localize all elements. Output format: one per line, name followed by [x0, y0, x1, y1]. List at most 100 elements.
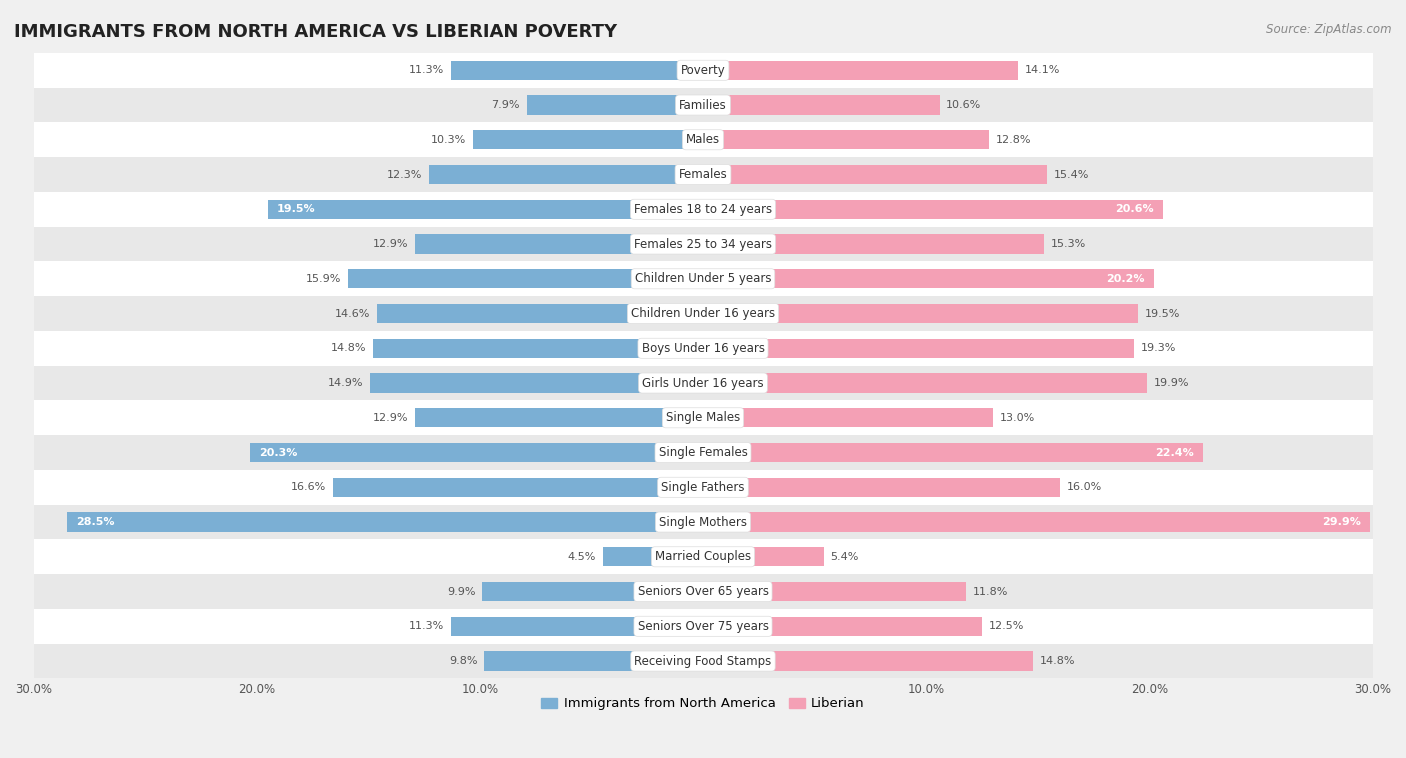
Text: 20.2%: 20.2%	[1107, 274, 1144, 283]
Bar	[34, 505, 1372, 540]
Bar	[34, 157, 1372, 192]
Text: 16.0%: 16.0%	[1067, 482, 1102, 492]
Bar	[34, 644, 1372, 678]
Text: 20.6%: 20.6%	[1115, 204, 1154, 215]
Text: 12.9%: 12.9%	[373, 239, 408, 249]
Text: 20.3%: 20.3%	[259, 447, 297, 458]
Bar	[703, 199, 1163, 219]
Bar	[474, 130, 703, 149]
Bar	[703, 478, 1060, 496]
Text: Poverty: Poverty	[681, 64, 725, 77]
Text: Seniors Over 75 years: Seniors Over 75 years	[637, 620, 769, 633]
Text: Children Under 16 years: Children Under 16 years	[631, 307, 775, 320]
Bar	[527, 96, 703, 114]
Bar	[267, 199, 703, 219]
Text: Females 25 to 34 years: Females 25 to 34 years	[634, 237, 772, 251]
Text: 28.5%: 28.5%	[76, 517, 114, 527]
Bar	[371, 374, 703, 393]
Text: 12.5%: 12.5%	[988, 622, 1024, 631]
Bar	[415, 234, 703, 254]
Text: Females 18 to 24 years: Females 18 to 24 years	[634, 203, 772, 216]
Bar	[703, 443, 1204, 462]
Text: 15.9%: 15.9%	[307, 274, 342, 283]
Bar	[34, 88, 1372, 122]
Bar	[34, 262, 1372, 296]
Bar	[34, 609, 1372, 644]
Bar	[482, 582, 703, 601]
Bar	[703, 234, 1045, 254]
Bar	[34, 365, 1372, 400]
Text: Single Males: Single Males	[666, 412, 740, 424]
Bar	[703, 304, 1139, 323]
Text: 15.4%: 15.4%	[1053, 170, 1088, 180]
Bar	[349, 269, 703, 288]
Bar	[34, 296, 1372, 331]
Text: Source: ZipAtlas.com: Source: ZipAtlas.com	[1267, 23, 1392, 36]
Bar	[703, 374, 1147, 393]
Text: Seniors Over 65 years: Seniors Over 65 years	[637, 585, 769, 598]
Bar	[250, 443, 703, 462]
Bar	[703, 269, 1154, 288]
Text: 22.4%: 22.4%	[1156, 447, 1194, 458]
Text: 7.9%: 7.9%	[492, 100, 520, 110]
Text: 11.3%: 11.3%	[409, 65, 444, 75]
Bar	[34, 400, 1372, 435]
Text: Children Under 5 years: Children Under 5 years	[634, 272, 772, 285]
Bar	[415, 409, 703, 428]
Bar	[703, 96, 939, 114]
Bar	[703, 651, 1033, 671]
Text: Families: Families	[679, 99, 727, 111]
Text: 13.0%: 13.0%	[1000, 413, 1035, 423]
Text: 10.6%: 10.6%	[946, 100, 981, 110]
Bar	[67, 512, 703, 531]
Text: 12.9%: 12.9%	[373, 413, 408, 423]
Text: Single Females: Single Females	[658, 446, 748, 459]
Bar	[703, 165, 1046, 184]
Bar	[34, 331, 1372, 365]
Bar	[703, 61, 1018, 80]
Text: 16.6%: 16.6%	[291, 482, 326, 492]
Text: Receiving Food Stamps: Receiving Food Stamps	[634, 655, 772, 668]
Bar	[429, 165, 703, 184]
Text: 9.8%: 9.8%	[449, 656, 478, 666]
Bar	[34, 227, 1372, 262]
Text: 10.3%: 10.3%	[432, 135, 467, 145]
Bar	[703, 617, 981, 636]
Bar	[703, 339, 1133, 358]
Text: 15.3%: 15.3%	[1052, 239, 1087, 249]
Text: Girls Under 16 years: Girls Under 16 years	[643, 377, 763, 390]
Bar	[34, 574, 1372, 609]
Text: Boys Under 16 years: Boys Under 16 years	[641, 342, 765, 355]
Text: 19.5%: 19.5%	[277, 204, 315, 215]
Bar	[373, 339, 703, 358]
Text: 19.9%: 19.9%	[1154, 378, 1189, 388]
Text: 4.5%: 4.5%	[568, 552, 596, 562]
Legend: Immigrants from North America, Liberian: Immigrants from North America, Liberian	[536, 692, 870, 716]
Bar	[34, 470, 1372, 505]
Bar	[34, 540, 1372, 574]
Bar	[603, 547, 703, 566]
Bar	[703, 582, 966, 601]
Text: 14.9%: 14.9%	[328, 378, 364, 388]
Text: 19.5%: 19.5%	[1144, 309, 1180, 318]
Bar	[377, 304, 703, 323]
Text: Females: Females	[679, 168, 727, 181]
Text: 11.8%: 11.8%	[973, 587, 1008, 597]
Bar	[484, 651, 703, 671]
Text: 14.8%: 14.8%	[330, 343, 366, 353]
Text: Males: Males	[686, 133, 720, 146]
Text: 12.3%: 12.3%	[387, 170, 422, 180]
Bar	[34, 435, 1372, 470]
Bar	[703, 547, 824, 566]
Text: 19.3%: 19.3%	[1140, 343, 1175, 353]
Bar	[703, 130, 988, 149]
Text: 14.8%: 14.8%	[1040, 656, 1076, 666]
Text: Single Fathers: Single Fathers	[661, 481, 745, 493]
Bar	[34, 122, 1372, 157]
Text: 29.9%: 29.9%	[1323, 517, 1361, 527]
Text: 9.9%: 9.9%	[447, 587, 475, 597]
Bar	[451, 617, 703, 636]
Bar	[703, 512, 1371, 531]
Bar	[34, 53, 1372, 88]
Bar	[333, 478, 703, 496]
